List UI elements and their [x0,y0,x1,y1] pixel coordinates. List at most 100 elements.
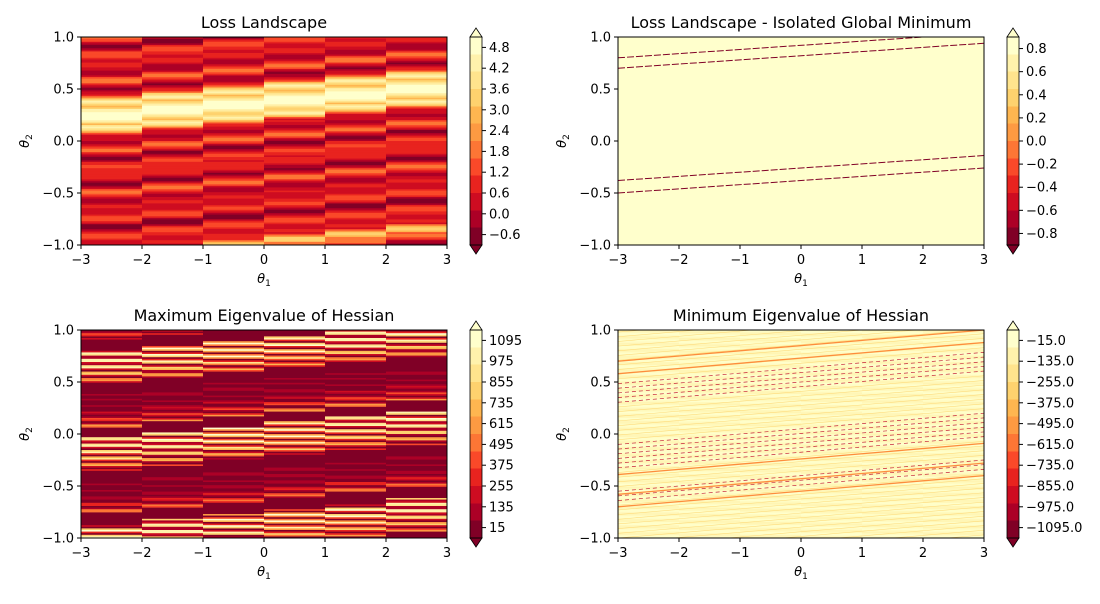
x-tick-label: −3 [71,253,90,268]
x-tick-label: −3 [71,546,90,561]
colorbar-tick-label: −975.0 [1026,500,1074,515]
colorbar-gradient [1007,330,1019,538]
colorbar-gradient [470,330,482,538]
colorbar-extend-min [469,244,483,255]
colorbar-tick-label: 3.6 [489,83,510,98]
x-tick-label: 2 [382,253,390,268]
subplot-title: Loss Landscape [201,13,327,32]
colorbar-tick-label: −0.6 [1026,204,1058,219]
x-tick-label: −1 [730,546,749,561]
colorbar-extend-max [1006,27,1020,38]
contour-line-1 [618,37,931,59]
x-tick-label: 1 [321,253,329,268]
colorbar-tick-label: −255.0 [1026,376,1074,391]
subplot-2: −3 −2 −1 0 1 2 3 −1.0 −0.5 0.0 0.5 1.0 Loss Landscap… [555,13,1058,289]
x-tick-label: 3 [980,546,988,561]
x-axis-label: θ1 [794,565,808,582]
colorbar: 1095 975 855 735 615 495 375 255 135 15 [469,320,522,548]
x-tick-label: −3 [608,253,627,268]
colorbar-tick-label: −15.0 [1026,334,1066,349]
colorbar-tick-label: 735 [489,396,514,411]
contour-line-3 [618,442,984,476]
y-tick-label: −0.5 [579,480,611,495]
y-tick-label: 1.0 [53,31,74,46]
colorbar-tick-label: −1095.0 [1026,521,1082,536]
x-tick-label: 2 [382,546,390,561]
y-tick-label: −0.5 [42,480,74,495]
colorbar-tick-label: 1.8 [489,145,510,160]
x-tick-label: 0 [260,253,268,268]
colorbar-tick-label: 15 [489,521,506,536]
colorbar-tick-label: −135.0 [1026,355,1074,370]
y-tick-label: 0.0 [590,428,611,443]
colorbar-tick-label: −0.6 [489,228,521,243]
contour-line-2 [618,42,984,69]
colorbar-tick-label: 0.4 [1026,88,1047,103]
colorbar-tick-label: 0.2 [1026,111,1047,126]
x-tick-label: 0 [260,546,268,561]
y-tick-label: −1.0 [579,532,611,547]
x-tick-label: −2 [132,253,151,268]
colorbar-extend-min [469,537,483,548]
heatmap-area [81,330,447,538]
y-tick-label: −1.0 [42,532,74,547]
colorbar-extend-max [469,27,483,38]
contour-line-4 [618,167,984,194]
subplot-1: −3 −2 −1 0 1 2 3 −1.0 −0.5 0.0 0.5 1.0 Loss Landscap… [18,13,521,289]
colorbar-tick-label: 0.0 [1026,135,1047,150]
colorbar-tick-label: −855.0 [1026,480,1074,495]
colorbar-tick-label: 4.8 [489,41,510,56]
contour-line-3 [618,155,984,182]
colorbar-tick-label: 0.0 [489,207,510,222]
x-tick-label: −2 [669,546,688,561]
y-tick-label: −0.5 [42,187,74,202]
colorbar-gradient [470,37,482,245]
y-tick-label: 1.0 [590,324,611,339]
colorbar-tick-label: 1.2 [489,166,510,181]
heatmap-area [618,330,984,538]
x-axis-label: θ1 [257,565,271,582]
y-axis-label: θ2 [555,134,572,148]
colorbar-tick-label: −735.0 [1026,459,1074,474]
y-tick-label: −0.5 [579,187,611,202]
x-tick-label: −1 [193,253,212,268]
y-tick-label: 0.0 [53,428,74,443]
contour-line-1 [618,474,984,508]
heatmap-area [81,37,447,245]
y-axis-label: θ2 [18,427,35,441]
y-tick-label: 1.0 [53,324,74,339]
subplot-title: Maximum Eigenvalue of Hessian [134,306,395,325]
contour-line-5 [618,330,984,362]
colorbar-tick-label: −0.2 [1026,158,1058,173]
colorbar-tick-label: −0.4 [1026,181,1058,196]
y-axis-label: θ2 [555,427,572,441]
colorbar-extend-min [1006,537,1020,548]
colorbar-extend-min [1006,244,1020,255]
x-tick-label: 1 [858,253,866,268]
colorbar-tick-label: 495 [489,438,514,453]
colorbar-tick-label: 0.6 [489,187,510,202]
x-tick-label: 0 [797,546,805,561]
y-tick-label: 0.5 [590,83,611,98]
x-tick-label: 3 [443,253,451,268]
colorbar-gradient [1007,37,1019,245]
y-tick-label: 0.5 [53,83,74,98]
colorbar-tick-label: −0.8 [1026,227,1058,242]
x-tick-label: −2 [132,546,151,561]
x-axis-label: θ1 [794,272,808,289]
colorbar-tick-label: 1095 [489,334,522,349]
colorbar-tick-label: −375.0 [1026,396,1074,411]
colorbar-tick-label: 375 [489,459,514,474]
y-tick-label: 0.0 [590,135,611,150]
colorbar: 4.8 4.2 3.6 3.0 2.4 1.8 1.2 0.6 0.0 −0.6 [469,27,521,255]
colorbar-tick-label: 255 [489,480,514,495]
y-tick-label: −1.0 [579,239,611,254]
x-tick-label: −3 [608,546,627,561]
heatmap-area [618,37,984,245]
colorbar-tick-label: −615.0 [1026,438,1074,453]
x-tick-label: 1 [321,546,329,561]
y-tick-label: 0.5 [53,376,74,391]
colorbar-extend-max [1006,320,1020,331]
